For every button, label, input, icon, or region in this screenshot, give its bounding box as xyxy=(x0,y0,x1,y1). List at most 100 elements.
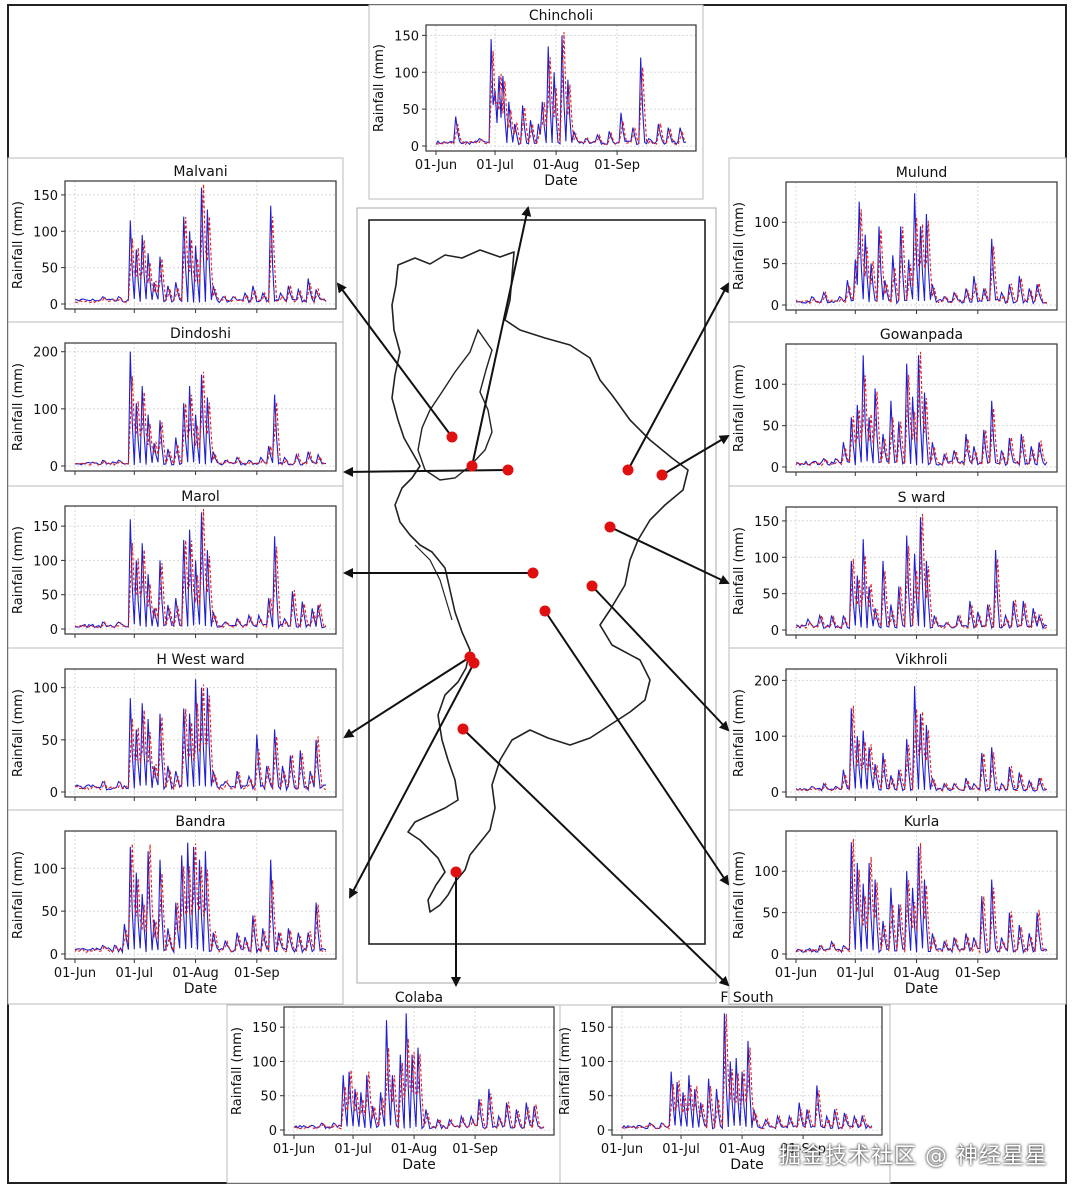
y-axis-label: Rainfall (mm) xyxy=(732,527,747,615)
y-tick-label: 100 xyxy=(252,1055,277,1070)
y-tick-label: 50 xyxy=(41,905,58,920)
plot-area xyxy=(785,506,1058,636)
y-axis-label: Rainfall (mm) xyxy=(11,689,26,777)
x-tick-label: 01-Aug xyxy=(893,966,939,981)
y-tick-label: 150 xyxy=(754,515,779,530)
y-tick-label: 0 xyxy=(50,460,58,475)
y-tick-label: 100 xyxy=(33,554,58,569)
panel-frame xyxy=(368,4,704,200)
series-predicted-line xyxy=(435,32,687,147)
y-axis-label: Rainfall (mm) xyxy=(558,1027,573,1115)
station-arrow xyxy=(627,282,729,471)
panel-frame xyxy=(7,321,344,487)
panel-h-west-ward: H West ward 0 50 100 Rainfall (mm) xyxy=(7,647,344,811)
y-tick-label: 0 xyxy=(771,786,779,801)
y-tick-label: 50 xyxy=(762,588,779,603)
y-tick-label: 0 xyxy=(269,1124,277,1139)
panel-s-ward: S ward 0 50 100 150 Rainfall (mm) xyxy=(728,485,1067,649)
plot-area xyxy=(785,343,1058,473)
x-tick-label: 01-Sep xyxy=(452,1142,498,1157)
y-tick-label: 50 xyxy=(762,907,779,922)
series-observed-line xyxy=(74,187,327,304)
x-tick-label: 01-Jun xyxy=(775,966,817,981)
y-tick-label: 50 xyxy=(762,258,779,273)
series-predicted-line xyxy=(74,371,327,467)
station-marker xyxy=(450,866,462,878)
panel-title: S ward xyxy=(898,490,946,506)
panel-f-south: F South 0 50 100 150 Rainfall (mm) 01-Jun 01-Ju… xyxy=(558,990,891,1184)
x-tick-label: 01-Jun xyxy=(415,158,457,173)
y-tick-label: 100 xyxy=(580,1055,605,1070)
series-predicted-line xyxy=(621,1013,873,1130)
station-arrow xyxy=(343,466,509,477)
y-axis-label: Rainfall (mm) xyxy=(732,202,747,290)
y-tick-label: 0 xyxy=(771,948,779,963)
y-tick-label: 100 xyxy=(33,225,58,240)
x-tick-label: 01-Jul xyxy=(836,966,874,981)
panel-frame xyxy=(728,157,1067,323)
station-arrow xyxy=(609,526,730,585)
y-tick-label: 50 xyxy=(588,1090,605,1105)
plot-area xyxy=(283,1006,555,1136)
y-tick-label: 0 xyxy=(50,623,58,638)
series-predicted-line xyxy=(795,513,1048,631)
station-marker xyxy=(586,580,598,592)
station-marker xyxy=(446,431,458,443)
station-marker xyxy=(457,723,469,735)
y-tick-label: 0 xyxy=(50,786,58,801)
panel-title: Colaba xyxy=(395,990,443,1006)
station-marker xyxy=(656,469,668,481)
station-marker xyxy=(604,521,616,533)
y-tick-label: 150 xyxy=(33,520,58,535)
plot-area xyxy=(64,668,337,798)
panel-title: Chincholi xyxy=(529,8,593,24)
y-tick-label: 100 xyxy=(754,551,779,566)
watermark-text: 掘金技术社区 @ 神经星星 xyxy=(779,1144,1048,1169)
y-axis-label: Rainfall (mm) xyxy=(732,851,747,939)
y-tick-label: 0 xyxy=(771,299,779,314)
series-predicted-line xyxy=(74,508,327,629)
x-tick-label: 01-Aug xyxy=(719,1142,765,1157)
y-tick-label: 150 xyxy=(580,1021,605,1036)
x-tick-label: 01-Jun xyxy=(601,1142,643,1157)
y-axis-label: Rainfall (mm) xyxy=(372,44,387,132)
panel-frame xyxy=(728,809,1067,1005)
plot-area xyxy=(64,505,337,635)
series-predicted-line xyxy=(795,838,1048,955)
y-tick-label: 50 xyxy=(402,103,419,118)
y-axis-label: Rainfall (mm) xyxy=(732,689,747,777)
x-tick-label: 01-Jun xyxy=(273,1142,315,1157)
panel-title: Gowanpada xyxy=(880,327,963,343)
y-tick-label: 150 xyxy=(252,1021,277,1036)
plot-area xyxy=(64,180,337,310)
station-arrow xyxy=(343,656,471,739)
y-tick-label: 100 xyxy=(394,66,419,81)
y-tick-label: 100 xyxy=(754,216,779,231)
plot-area xyxy=(611,1006,883,1136)
station-arrow xyxy=(462,728,730,987)
x-tick-label: 01-Jun xyxy=(54,966,96,981)
panel-chincholi: Chincholi 0 50 100 150 Rainfall (mm) 01-Jun 01-… xyxy=(368,4,704,200)
y-tick-label: 50 xyxy=(41,589,58,604)
x-tick-label: 01-Jul xyxy=(115,966,153,981)
y-tick-label: 0 xyxy=(771,461,779,476)
panel-malvani: Malvani 0 50 100 150 Rainfall (mm) xyxy=(7,157,344,323)
map-group xyxy=(336,206,730,987)
y-tick-label: 200 xyxy=(33,346,58,361)
x-tick-label: 01-Jul xyxy=(476,158,514,173)
x-tick-label: 01-Aug xyxy=(533,158,579,173)
y-tick-label: 100 xyxy=(33,862,58,877)
panel-title: Bandra xyxy=(175,814,225,830)
x-tick-label: 01-Aug xyxy=(391,1142,437,1157)
y-axis-label: Rainfall (mm) xyxy=(11,526,26,614)
station-marker xyxy=(502,464,514,476)
series-observed-line xyxy=(74,512,327,630)
panel-frame xyxy=(7,647,344,811)
panel-colaba: Colaba 0 50 100 150 Rainfall (mm) 01-Jun 01-Jul… xyxy=(226,990,561,1184)
x-tick-label: 01-Sep xyxy=(594,158,640,173)
panel-title: F South xyxy=(720,990,773,1006)
x-axis-label: Date xyxy=(184,981,217,997)
station-marker xyxy=(539,605,551,617)
station-arrow xyxy=(591,585,730,732)
x-tick-label: 01-Jul xyxy=(662,1142,700,1157)
